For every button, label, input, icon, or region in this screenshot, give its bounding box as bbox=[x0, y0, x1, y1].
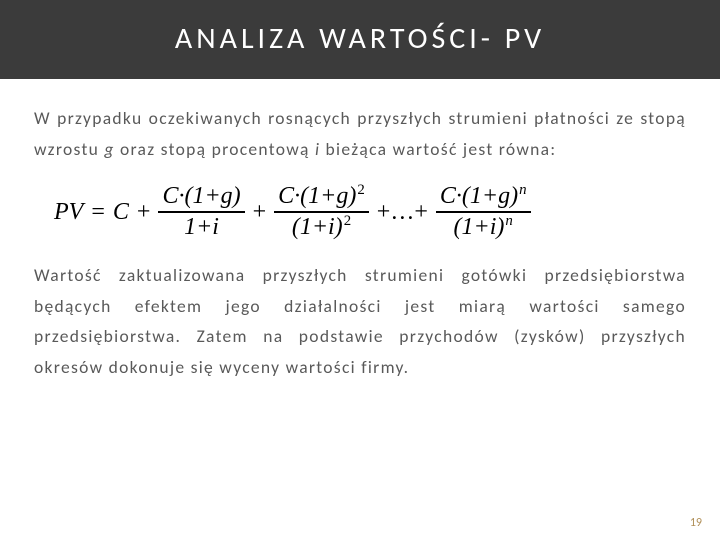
frac2-num-exp: 2 bbox=[356, 182, 364, 198]
fracn-num-exp: n bbox=[518, 182, 526, 198]
frac2-num: C·(1+g)2 bbox=[274, 184, 369, 209]
frac2-den: (1+i)2 bbox=[288, 215, 355, 240]
equals-sign: = bbox=[89, 199, 107, 226]
page-number: 19 bbox=[690, 516, 702, 530]
slide-title: ANALIZA WARTOŚCI- PV bbox=[0, 20, 720, 57]
fracn-num: C·(1+g)n bbox=[436, 184, 531, 209]
frac1-num: C·(1+g) bbox=[158, 184, 244, 209]
slide-body: W przypadku oczekiwanych rosnących przys… bbox=[0, 79, 720, 382]
pv-formula: PV = C + C·(1+g) 1+i + C·(1+g)2 (1+i)2 +… bbox=[54, 184, 686, 240]
paragraph-1: W przypadku oczekiwanych rosnących przys… bbox=[34, 103, 686, 164]
frac1-den: 1+i bbox=[180, 215, 223, 240]
fracn-num-text: C·(1+g) bbox=[440, 183, 518, 209]
plus-1: + bbox=[135, 199, 153, 226]
fracn-den-text: (1+i) bbox=[454, 214, 505, 240]
formula-lhs: PV bbox=[54, 199, 83, 226]
fraction-1: C·(1+g) 1+i bbox=[158, 184, 244, 240]
frac2-num-text: C·(1+g) bbox=[278, 183, 356, 209]
para1-post: bieżąca wartość jest równa: bbox=[320, 138, 556, 160]
frac1-bar bbox=[158, 211, 244, 212]
ellipsis: +…+ bbox=[375, 199, 430, 226]
formula-c: C bbox=[113, 199, 129, 226]
fracn-bar bbox=[436, 211, 531, 212]
paragraph-2: Wartość zaktualizowana przyszłych strumi… bbox=[34, 260, 686, 383]
fracn-den: (1+i)n bbox=[450, 215, 517, 240]
var-g: g bbox=[104, 138, 114, 160]
frac2-den-exp: 2 bbox=[343, 213, 351, 229]
fraction-2: C·(1+g)2 (1+i)2 bbox=[274, 184, 369, 240]
formula-container: PV = C + C·(1+g) 1+i + C·(1+g)2 (1+i)2 +… bbox=[34, 164, 686, 260]
frac2-bar bbox=[274, 211, 369, 212]
para1-mid: oraz stopą procentową bbox=[115, 138, 315, 160]
frac2-den-text: (1+i) bbox=[292, 214, 343, 240]
title-bar: ANALIZA WARTOŚCI- PV bbox=[0, 0, 720, 79]
fraction-n: C·(1+g)n (1+i)n bbox=[436, 184, 531, 240]
plus-2: + bbox=[251, 199, 269, 226]
fracn-den-exp: n bbox=[504, 213, 512, 229]
frac1-num-text: C·(1+g) bbox=[162, 183, 240, 209]
